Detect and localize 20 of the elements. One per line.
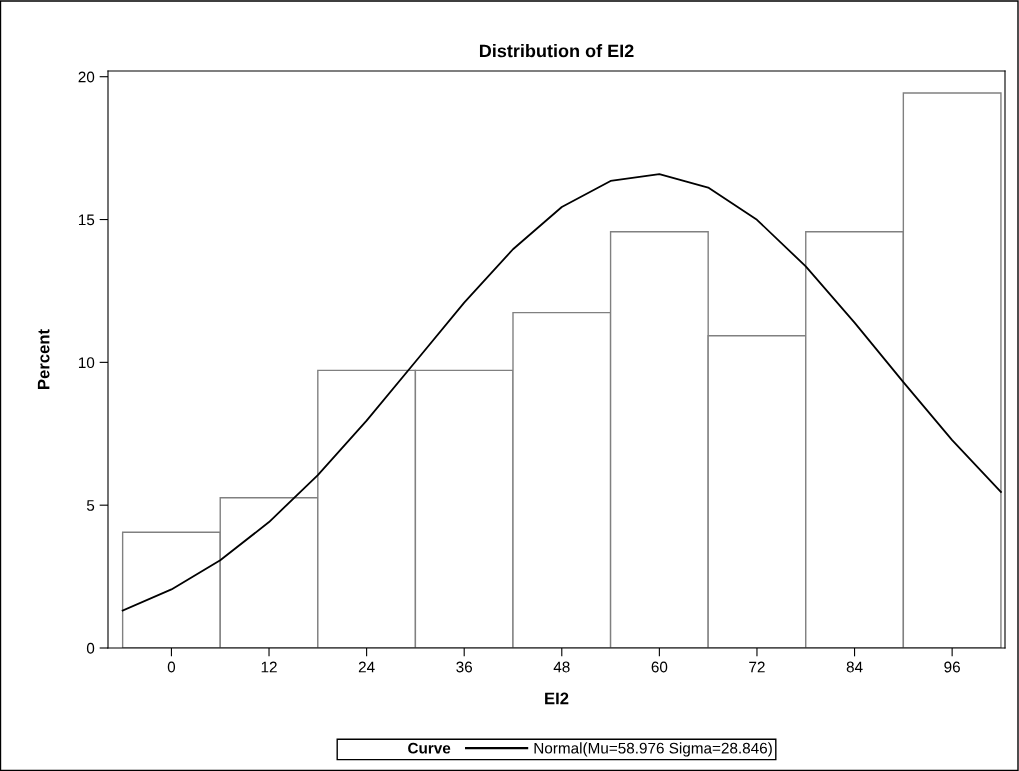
x-tick-label: 12 — [261, 661, 277, 673]
y-tick-label: 20 — [78, 71, 95, 83]
line-series — [121, 173, 1002, 612]
y-axis-title: Percent — [37, 329, 50, 389]
legend-title: Curve — [408, 742, 451, 754]
x-tick-label: 72 — [749, 661, 765, 673]
y-tick-label: 0 — [86, 642, 95, 654]
x-axis-title: EI2 — [545, 692, 569, 705]
x-tick-label: 0 — [167, 661, 176, 673]
x-tick-label: 48 — [553, 661, 570, 673]
y-tick-label: 15 — [78, 214, 95, 226]
chart-title: Distribution of EI2 — [479, 44, 634, 58]
y-tick-label: 5 — [86, 500, 95, 511]
x-tick-label: 60 — [651, 661, 668, 673]
legend-label: Normal(Mu=58.976 Sigma=28.846) — [534, 742, 772, 757]
y-tick-label: 10 — [78, 357, 95, 369]
x-tick-label: 36 — [456, 661, 473, 673]
x-tick-label: 96 — [944, 661, 960, 673]
x-tick-label: 24 — [358, 661, 375, 673]
x-tick-label: 84 — [846, 661, 863, 673]
